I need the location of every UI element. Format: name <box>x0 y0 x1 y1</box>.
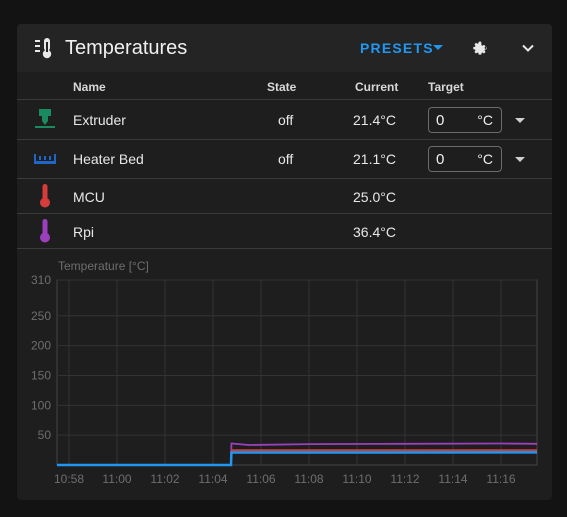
heater-bed-target-dropdown-caret-icon[interactable] <box>515 157 525 162</box>
temperatures-panel: Temperatures PRESETS Name State Current … <box>17 24 552 500</box>
chart-y-tick-label: 100 <box>31 398 51 412</box>
thermometer-lines-icon <box>35 38 52 59</box>
chart-y-tick-label: 250 <box>31 309 51 323</box>
extruder-icon <box>35 109 55 128</box>
sensor-row-mcu: MCU 25.0°C <box>17 179 552 214</box>
chart-x-tick-label: 10:58 <box>54 472 84 486</box>
gear-icon[interactable] <box>472 40 488 56</box>
chart-x-tick-label: 11:12 <box>390 472 419 486</box>
sensor-name: Heater Bed <box>73 151 144 167</box>
chart-y-tick-label: 150 <box>31 368 51 382</box>
temperature-chart[interactable]: Temperature [°C] 50 100 150 200 250 310 10:58 1… <box>17 252 552 492</box>
target-value[interactable]: 0 <box>436 151 445 168</box>
sensor-row-heater-bed: Heater Bed off 21.1°C 0 °C <box>17 140 552 179</box>
sensor-name: MCU <box>73 189 105 205</box>
panel-header: Temperatures PRESETS <box>17 24 552 72</box>
sensor-name: Extruder <box>73 112 126 128</box>
chart-plot-area <box>56 279 538 466</box>
chart-y-tick-label: 310 <box>31 273 51 287</box>
presets-caret-icon[interactable] <box>433 45 443 50</box>
chart-x-tick-label: 11:06 <box>246 472 275 486</box>
sensor-current-temp: 21.1°C <box>353 151 396 167</box>
header-divider <box>17 99 552 100</box>
chart-x-tick-label: 11:16 <box>486 472 515 486</box>
heater-bed-target-input[interactable]: 0 °C <box>428 146 502 172</box>
thermometer-icon <box>40 219 50 243</box>
target-unit: °C <box>477 112 493 128</box>
heater-bed-icon <box>34 154 56 164</box>
chart-x-tick-label: 11:08 <box>294 472 323 486</box>
sensor-name: Rpi <box>73 224 95 240</box>
chart-x-tick-label: 11:04 <box>198 472 227 486</box>
chart-x-tick-label: 11:14 <box>438 472 467 486</box>
target-unit: °C <box>477 151 493 167</box>
column-header-name: Name <box>73 80 106 94</box>
chart-y-tick-label: 50 <box>38 428 52 442</box>
chart-x-tick-label: 11:10 <box>342 472 371 486</box>
chart-x-tick-label: 11:00 <box>102 472 131 486</box>
column-header-state: State <box>267 80 297 94</box>
chart-series-line <box>57 451 538 466</box>
panel-title: Temperatures <box>65 37 188 59</box>
sensor-current-temp: 36.4°C <box>353 224 396 240</box>
chart-series-line <box>57 442 538 466</box>
chart-series-line <box>57 451 538 467</box>
presets-button[interactable]: PRESETS <box>360 40 434 56</box>
thermometer-icon <box>40 184 50 208</box>
extruder-target-dropdown-caret-icon[interactable] <box>515 118 525 123</box>
sensor-state: off <box>278 112 294 128</box>
target-value[interactable]: 0 <box>436 112 445 129</box>
column-header-target: Target <box>428 80 464 94</box>
sensor-row-extruder: Extruder off 21.4°C 0 °C <box>17 100 552 140</box>
chart-y-axis-label: Temperature [°C] <box>58 259 149 273</box>
column-header-current: Current <box>355 80 399 94</box>
chevron-down-icon[interactable] <box>521 41 535 55</box>
sensor-current-temp: 25.0°C <box>353 189 396 205</box>
chart-x-tick-label: 11:02 <box>150 472 179 486</box>
sensor-current-temp: 21.4°C <box>353 112 396 128</box>
sensor-row-rpi: Rpi 36.4°C <box>17 214 552 249</box>
chart-y-tick-label: 200 <box>31 339 51 353</box>
extruder-target-input[interactable]: 0 °C <box>428 107 502 133</box>
sensor-state: off <box>278 151 294 167</box>
